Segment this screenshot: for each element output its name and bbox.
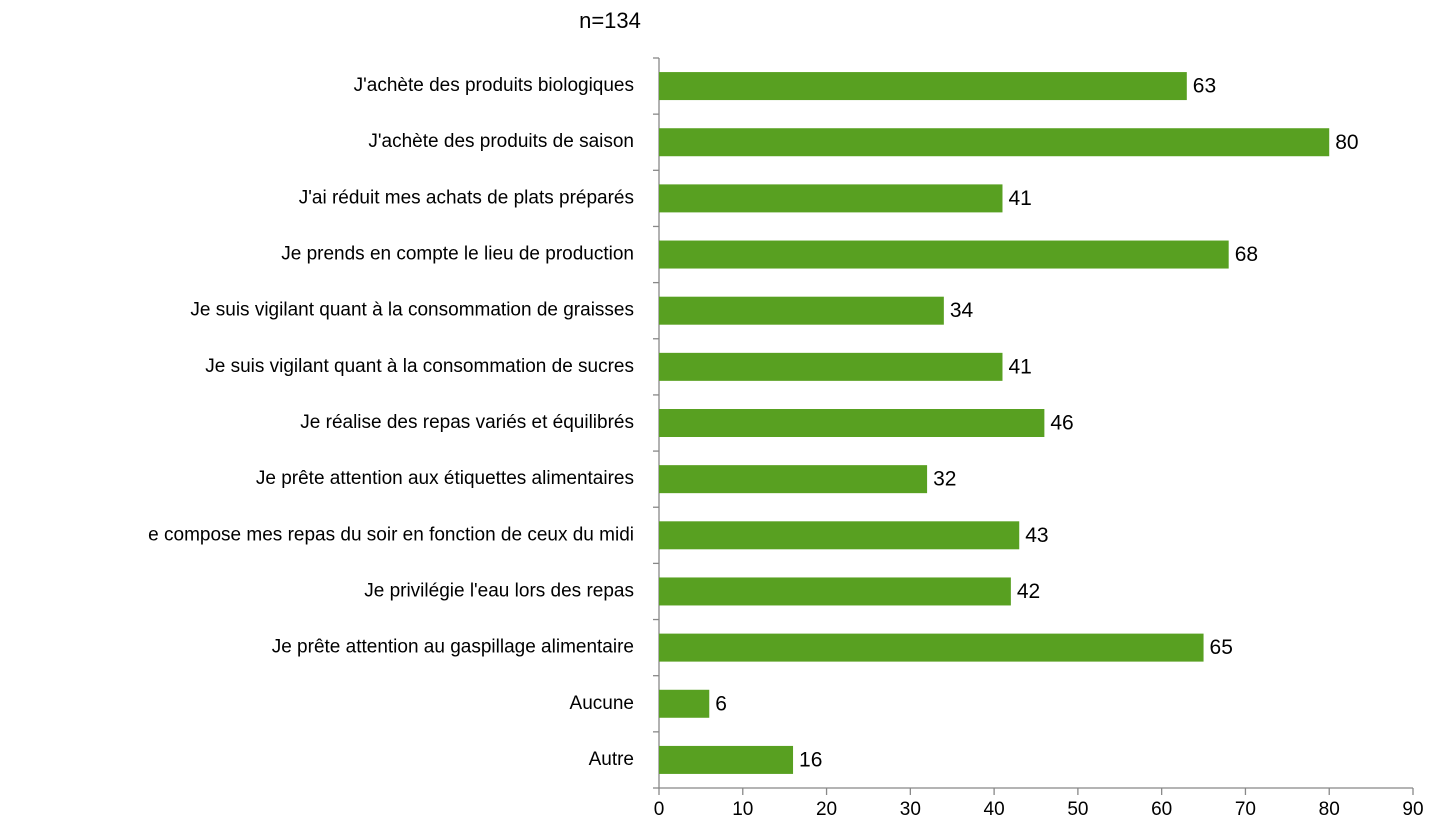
bar — [659, 409, 1045, 437]
bar — [659, 184, 1003, 213]
value-label: 68 — [1235, 243, 1258, 266]
value-label: 16 — [799, 748, 822, 771]
bar — [659, 72, 1187, 101]
bar — [659, 352, 1003, 381]
y-tick-label: Je réalise des repas variés et équilibré… — [300, 412, 634, 433]
y-tick-label: Autre — [589, 749, 634, 770]
bar — [659, 689, 710, 718]
x-tick-label: 0 — [654, 799, 665, 820]
bar — [659, 633, 1204, 662]
y-tick-label: Je prête attention aux étiquettes alimen… — [256, 468, 634, 489]
x-tick-label: 90 — [1402, 799, 1423, 820]
x-tick-label: 30 — [900, 799, 921, 820]
value-label: 80 — [1335, 131, 1358, 154]
x-tick-label: 70 — [1235, 799, 1256, 820]
value-label: 6 — [715, 692, 727, 715]
value-label: 65 — [1210, 636, 1233, 659]
y-tick-label: J'ai réduit mes achats de plats préparés — [299, 187, 634, 208]
x-tick-label: 50 — [1067, 799, 1088, 820]
y-tick-label: Je suis vigilant quant à la consommation… — [190, 300, 634, 321]
x-tick-label: 10 — [732, 799, 753, 820]
x-tick-label: 40 — [984, 799, 1005, 820]
bar — [659, 577, 1011, 606]
y-tick-label: Aucune — [570, 693, 634, 714]
value-label: 63 — [1193, 75, 1216, 98]
value-label: 41 — [1008, 355, 1031, 378]
x-tick-label: 60 — [1151, 799, 1172, 820]
value-label: 34 — [950, 299, 974, 322]
bar — [659, 521, 1020, 550]
x-tick-label: 80 — [1319, 799, 1340, 820]
bar — [659, 745, 794, 774]
y-tick-label: Je prends en compte le lieu de productio… — [281, 244, 634, 265]
value-label: 43 — [1025, 524, 1048, 547]
y-tick-label: J'achète des produits biologiques — [354, 75, 634, 96]
value-label: 42 — [1017, 580, 1040, 603]
bar — [659, 296, 944, 325]
y-tick-label: Je privilégie l'eau lors des repas — [364, 580, 634, 601]
bar — [659, 465, 928, 494]
y-tick-label: Je prête attention au gaspillage aliment… — [272, 637, 634, 658]
y-tick-label: J'achète des produits de saison — [368, 131, 634, 152]
value-label: 46 — [1050, 412, 1073, 435]
y-tick-label: e compose mes repas du soir en fonction … — [148, 524, 634, 545]
bar — [659, 240, 1229, 269]
chart-title: n=134 — [579, 8, 641, 33]
bar — [659, 128, 1330, 157]
y-tick-label: Je suis vigilant quant à la consommation… — [205, 356, 634, 377]
value-label: 41 — [1008, 187, 1031, 210]
value-label: 32 — [933, 468, 956, 491]
x-tick-label: 20 — [816, 799, 837, 820]
